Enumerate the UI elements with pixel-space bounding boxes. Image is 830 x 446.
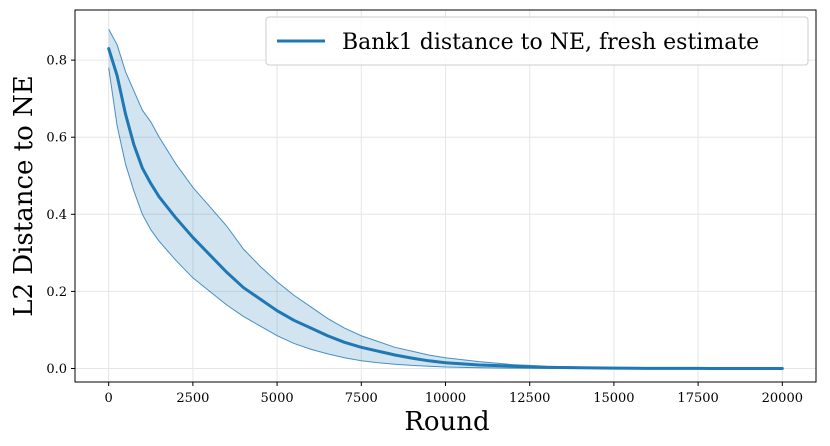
x-tick-label: 20000	[762, 391, 803, 406]
series-lines	[107, 47, 784, 371]
y-tick-label: 0.6	[46, 131, 67, 146]
y-axis-title: L2 Distance to NE	[9, 75, 39, 317]
x-tick-label: 12500	[509, 391, 550, 406]
y-tick-label: 0.2	[46, 285, 67, 300]
legend: Bank1 distance to NE, fresh estimate	[265, 16, 809, 66]
x-tick-label: 10000	[425, 391, 466, 406]
legend-label: Bank1 distance to NE, fresh estimate	[342, 30, 759, 55]
x-tick-label: 17500	[677, 391, 718, 406]
x-tick-label: 0	[105, 391, 113, 406]
x-tick-label: 7500	[345, 391, 378, 406]
x-tick-label: 2500	[176, 391, 209, 406]
x-axis-ticks: 0 2500 5000 7500 10000 12500 15000 17500 20000	[105, 382, 803, 406]
x-tick-label: 15000	[593, 391, 634, 406]
x-axis-title: Round	[404, 407, 489, 437]
y-tick-label: 0.8	[46, 54, 67, 69]
series-line	[107, 47, 784, 371]
y-axis-ticks: 0.0 0.2 0.4 0.6 0.8	[46, 54, 75, 377]
confidence-band-area	[108, 29, 783, 369]
y-tick-label: 0.0	[46, 362, 67, 377]
legend-box	[265, 16, 809, 66]
y-tick-label: 0.4	[46, 208, 67, 223]
x-tick-label: 5000	[261, 391, 294, 406]
